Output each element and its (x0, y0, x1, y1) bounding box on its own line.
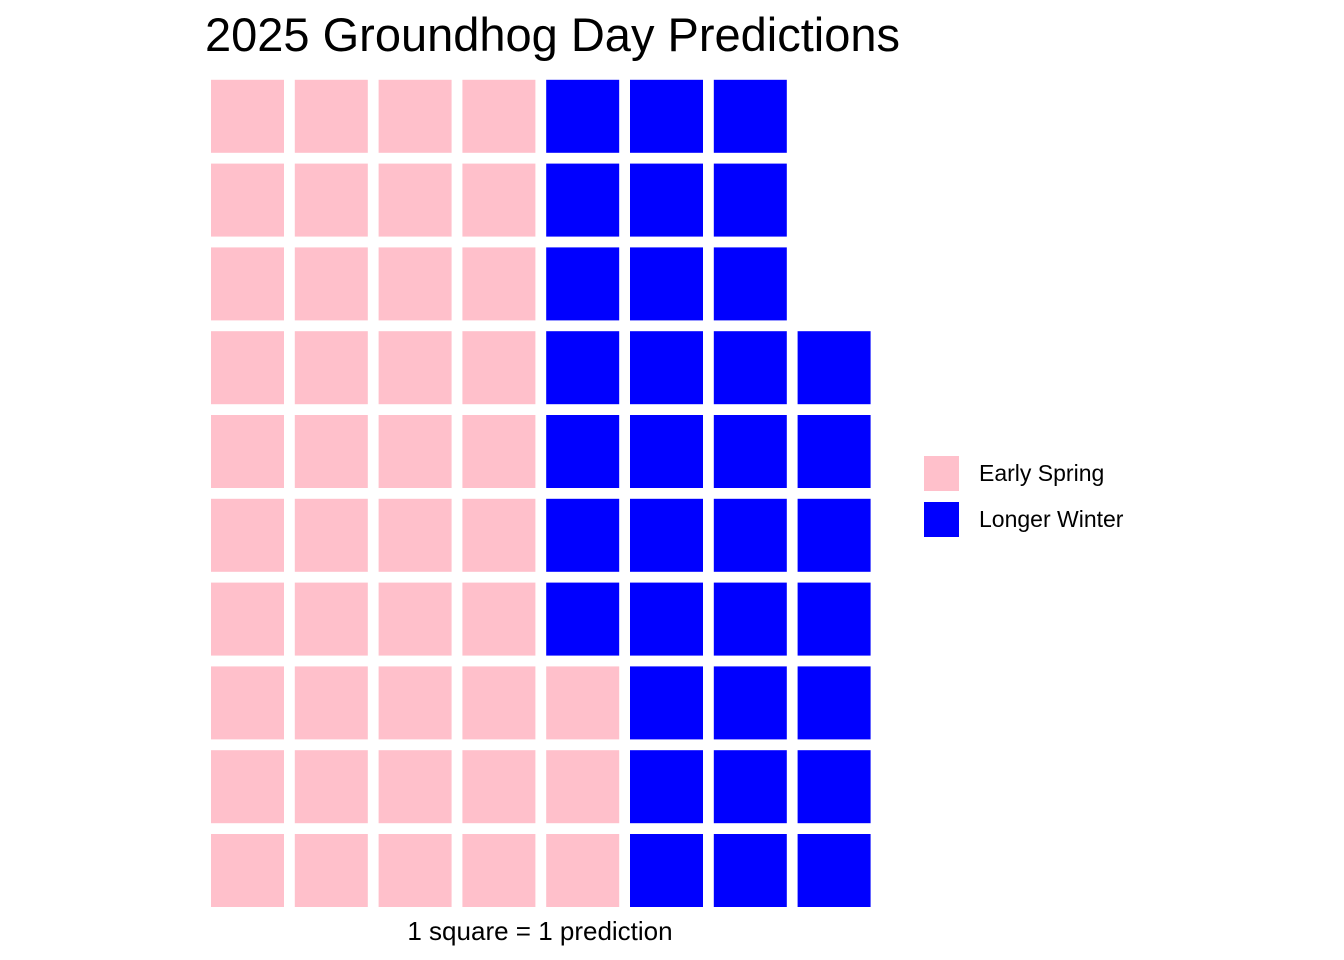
waffle-square-early-spring (462, 415, 536, 488)
waffle-square-longer-winter (713, 79, 787, 153)
waffle-square-longer-winter (630, 834, 703, 907)
legend-label-early-spring: Early Spring (979, 459, 1105, 486)
waffle-square-early-spring (294, 750, 368, 824)
waffle-square-longer-winter (713, 415, 787, 488)
waffle-square-longer-winter (546, 582, 620, 656)
waffle-square-early-spring (378, 331, 452, 405)
waffle-square-longer-winter (546, 331, 620, 405)
waffle-square-early-spring (211, 79, 284, 153)
chart-caption: 1 square = 1 prediction (407, 916, 673, 946)
legend-item-longer-winter: Longer Winter (924, 496, 1123, 542)
waffle-square-early-spring (462, 163, 536, 237)
waffle-square-early-spring (462, 498, 536, 572)
waffle-square-early-spring (211, 247, 284, 321)
waffle-square-early-spring (546, 834, 620, 907)
waffle-square-longer-winter (713, 582, 787, 656)
waffle-square-longer-winter (546, 247, 620, 321)
waffle-square-early-spring (294, 247, 368, 321)
legend-swatch-early-spring (924, 455, 959, 491)
waffle-square-early-spring (211, 498, 284, 572)
waffle-square-early-spring (462, 750, 536, 824)
waffle-square-early-spring (462, 582, 536, 656)
waffle-square-early-spring (211, 163, 284, 237)
waffle-square-longer-winter (630, 415, 703, 488)
waffle-square-longer-winter (797, 498, 871, 572)
waffle-square-early-spring (294, 582, 368, 656)
waffle-square-early-spring (294, 163, 368, 237)
waffle-square-early-spring (294, 834, 368, 907)
waffle-square-early-spring (294, 415, 368, 488)
waffle-square-early-spring (546, 750, 620, 824)
waffle-square-early-spring (294, 331, 368, 405)
waffle-square-longer-winter (630, 79, 703, 153)
waffle-square-early-spring (378, 415, 452, 488)
legend-item-early-spring: Early Spring (924, 450, 1123, 496)
waffle-square-early-spring (211, 750, 284, 824)
waffle-square-longer-winter (797, 331, 871, 405)
waffle-square-early-spring (294, 666, 368, 740)
waffle-square-longer-winter (713, 498, 787, 572)
waffle-square-early-spring (378, 834, 452, 907)
waffle-square-early-spring (378, 498, 452, 572)
waffle-square-longer-winter (546, 163, 620, 237)
waffle-square-early-spring (211, 582, 284, 656)
waffle-square-longer-winter (630, 750, 703, 824)
waffle-square-longer-winter (797, 750, 871, 824)
legend: Early Spring Longer Winter (924, 450, 1123, 542)
legend-swatch-longer-winter (924, 501, 959, 537)
waffle-square-longer-winter (797, 415, 871, 488)
waffle-square-longer-winter (630, 498, 703, 572)
waffle-square-early-spring (211, 415, 284, 488)
waffle-square-longer-winter (713, 247, 787, 321)
waffle-square-early-spring (378, 163, 452, 237)
waffle-square-early-spring (462, 331, 536, 405)
waffle-square-early-spring (378, 750, 452, 824)
waffle-square-early-spring (462, 247, 536, 321)
waffle-square-longer-winter (713, 750, 787, 824)
waffle-square-longer-winter (546, 79, 620, 153)
waffle-square-longer-winter (630, 247, 703, 321)
waffle-square-early-spring (462, 834, 536, 907)
waffle-square-longer-winter (630, 582, 703, 656)
waffle-square-longer-winter (797, 582, 871, 656)
waffle-square-longer-winter (713, 331, 787, 405)
waffle-square-early-spring (462, 666, 536, 740)
waffle-square-longer-winter (630, 666, 703, 740)
waffle-square-longer-winter (630, 331, 703, 405)
waffle-square-early-spring (378, 247, 452, 321)
waffle-square-early-spring (211, 666, 284, 740)
waffle-square-longer-winter (713, 666, 787, 740)
waffle-square-longer-winter (797, 834, 871, 907)
waffle-square-early-spring (211, 331, 284, 405)
waffle-square-early-spring (546, 666, 620, 740)
waffle-square-longer-winter (630, 163, 703, 237)
waffle-square-longer-winter (797, 666, 871, 740)
waffle-square-early-spring (378, 79, 452, 153)
waffle-square-early-spring (294, 79, 368, 153)
waffle-square-longer-winter (713, 834, 787, 907)
waffle-square-early-spring (462, 79, 536, 153)
waffle-square-early-spring (378, 666, 452, 740)
waffle-square-longer-winter (713, 163, 787, 237)
waffle-square-longer-winter (546, 415, 620, 488)
waffle-square-longer-winter (546, 498, 620, 572)
waffle-square-early-spring (294, 498, 368, 572)
legend-label-longer-winter: Longer Winter (979, 505, 1124, 532)
chart-title: 2025 Groundhog Day Predictions (205, 8, 900, 61)
waffle-square-early-spring (378, 582, 452, 656)
waffle-square-early-spring (211, 834, 284, 907)
